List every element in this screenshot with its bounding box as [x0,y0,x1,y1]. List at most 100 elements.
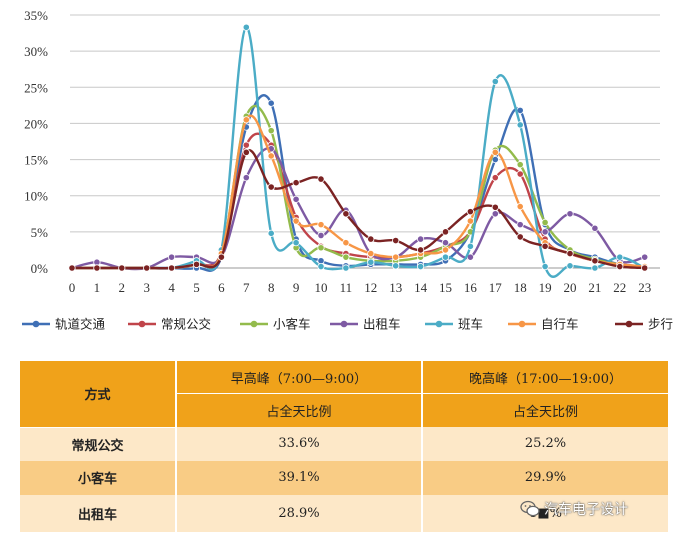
data-point [541,218,549,227]
series-line [72,94,645,272]
data-point [192,260,201,268]
x-tick-label: 19 [539,280,552,295]
legend-swatch-marker [32,320,40,328]
data-point [591,257,599,265]
legend-swatch-marker [138,320,146,328]
x-tick-label: 7 [243,280,250,295]
data-point [392,262,400,270]
legend-swatch-marker [340,320,348,328]
data-point [342,264,350,272]
legend-label: 小客车 [273,317,311,332]
row-evening-value: 25.2% [422,427,668,461]
data-point [68,264,76,272]
legend-label: 轨道交通 [55,317,106,332]
x-tick-label: 4 [168,280,175,295]
wechat-icon [520,500,540,517]
watermark: 汽车电子设计 [520,498,628,520]
row-morning-value: 39.1% [176,460,423,495]
evening-share-subheader: 占全天比例 [422,393,668,427]
x-tick-label: 1 [94,280,101,295]
series-自行车 [68,114,649,272]
legend: 轨道交通 常规公交 小客车 出租车 班车 自行车 步行 [22,317,673,332]
data-point [591,224,599,232]
data-point [242,116,250,124]
data-point [516,221,524,229]
watermark-text: 汽车电子设计 [544,502,628,518]
data-point [566,249,574,258]
legend-item: 常规公交 [128,317,211,332]
x-tick-label: 2 [119,280,126,295]
data-point [342,210,350,218]
y-tick-label: 30% [24,44,48,59]
data-point [292,217,300,225]
data-point [491,174,499,182]
legend-swatch-marker [518,320,526,328]
data-point [267,152,275,160]
peak-share-table: 方式 早高峰（7:00—9:00） 晚高峰（17:00—19:00） 占全天比例… [20,361,668,532]
data-point [491,210,499,218]
data-point [516,121,524,129]
y-tick-label: 35% [24,8,48,23]
data-point [466,208,474,216]
data-point [342,239,350,247]
x-tick-label: 14 [414,280,428,295]
data-point [342,253,350,261]
data-point [317,262,325,271]
data-point [541,242,549,250]
gridlines [70,14,660,269]
row-method-name: 小客车 [20,460,177,495]
data-point [616,253,624,261]
data-point [317,221,325,229]
x-tick-label: 10 [315,280,328,295]
data-point [541,228,549,236]
evening-peak-header: 晚高峰（17:00—19:00） [422,361,668,394]
data-point [441,239,450,247]
x-tick-label: 21 [588,280,601,295]
data-point [267,99,275,107]
x-tick-label: 17 [489,280,503,295]
x-axis-ticks: 0 1 2 3 4 5 6 7 8 9 10 11 12 13 14 15 16 17 18 19 20 21 22 23 [69,280,651,295]
x-tick-label: 11 [340,280,353,295]
data-point [441,228,450,236]
data-point [491,77,499,86]
x-tick-label: 8 [268,280,275,295]
y-axis-ticks: 0% 5% 10% 15% 20% 25% 30% 35% [24,8,48,276]
legend-label: 步行 [648,317,673,332]
data-point [541,262,549,271]
data-point [566,262,574,270]
x-tick-label: 16 [464,280,478,295]
data-point [466,242,474,250]
data-point [392,236,400,245]
data-point [168,264,176,272]
data-point [466,217,474,225]
x-tick-label: 18 [514,280,527,295]
series-line [72,149,645,270]
y-tick-label: 10% [24,189,48,204]
x-tick-label: 5 [193,280,200,295]
data-point [641,253,649,261]
data-point [292,239,300,247]
data-point [441,253,450,261]
legend-item: 自行车 [508,317,579,332]
x-tick-label: 22 [613,280,626,295]
series-班车 [68,23,649,278]
data-point [118,264,126,272]
data-point [242,148,250,156]
data-point [317,231,325,240]
data-point [267,229,275,237]
data-point [516,233,524,241]
data-point [641,264,649,272]
y-tick-label: 5% [31,225,49,240]
data-point [242,174,250,182]
data-point [292,179,300,187]
data-point [441,246,450,254]
data-point [516,170,524,178]
data-point [93,264,101,272]
row-morning-value: 28.9% [176,494,423,532]
data-point [516,161,524,169]
data-point [591,264,599,272]
data-point [566,210,574,218]
line-chart: 0%5%10%15%20%25%30%35% 0 1 2 3 4 5 6 7 8 9 10 11 12 1… [22,8,673,332]
legend-label: 自行车 [541,317,579,332]
x-tick-label: 23 [638,280,651,295]
